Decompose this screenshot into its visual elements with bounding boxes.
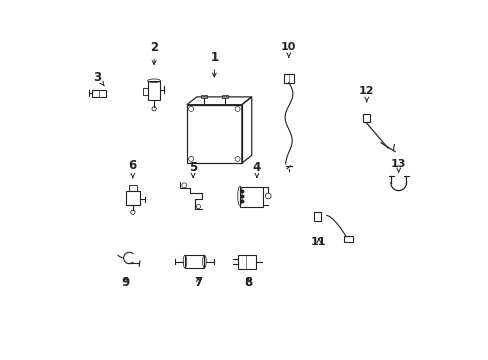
Bar [283,74,293,82]
Bar [201,95,206,98]
Text: 4: 4 [252,161,261,177]
Bar [128,185,137,191]
Text: 11: 11 [310,237,326,247]
Text: 6: 6 [128,159,137,178]
Text: 12: 12 [358,86,374,102]
Text: 3: 3 [93,71,104,86]
Text: 5: 5 [188,161,197,177]
Text: 2: 2 [150,41,158,64]
Bar [125,191,140,205]
Text: 9: 9 [122,276,130,289]
Bar [238,255,255,269]
Bar [344,236,353,242]
Bar [362,114,369,122]
Bar [92,90,106,97]
Bar [147,81,160,100]
Bar [240,187,263,207]
Text: 13: 13 [390,159,406,172]
Text: 1: 1 [210,51,218,77]
Bar [222,95,227,98]
Bar [313,212,321,221]
Bar [184,255,204,268]
Text: 8: 8 [244,276,252,289]
Text: 10: 10 [281,42,296,58]
Text: 7: 7 [194,276,202,289]
